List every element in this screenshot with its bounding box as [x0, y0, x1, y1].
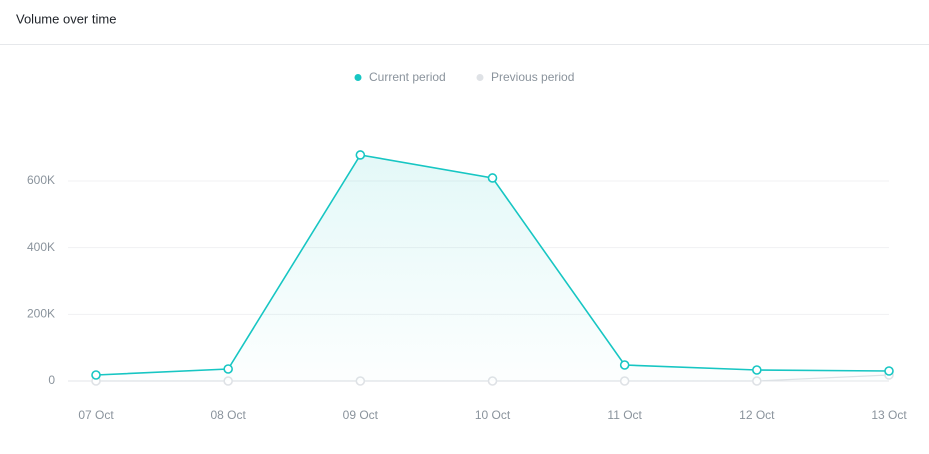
data-point[interactable]	[884, 366, 894, 376]
data-point[interactable]	[752, 365, 762, 375]
data-point[interactable]	[619, 360, 630, 370]
data-point[interactable]	[223, 364, 233, 374]
x-tick-label: 13 Oct	[871, 408, 907, 422]
x-tick-label: 09 Oct	[343, 408, 379, 422]
y-tick-label: 600K	[27, 173, 55, 187]
y-tick-label: 200K	[27, 306, 55, 320]
area	[96, 154, 889, 381]
x-tick-label: 11 Oct	[607, 408, 642, 422]
x-tick-label: 08 Oct	[210, 408, 246, 422]
x-tick-label: 10 Oct	[475, 408, 511, 422]
y-tick-label: 0	[48, 373, 55, 387]
legend-swatch[interactable]	[354, 74, 362, 81]
data-point[interactable]	[91, 370, 101, 380]
legend-label[interactable]: Current period	[369, 70, 446, 84]
x-tick-label: 12 Oct	[739, 408, 775, 422]
data-point[interactable]	[487, 173, 498, 183]
x-tick-label: 07 Oct	[78, 408, 114, 422]
y-tick-label: 400K	[27, 240, 55, 254]
chart-title: Volume over time	[16, 11, 116, 26]
legend-label[interactable]: Previous period	[491, 70, 574, 84]
data-point[interactable]	[355, 150, 366, 160]
legend-swatch[interactable]	[476, 74, 484, 81]
